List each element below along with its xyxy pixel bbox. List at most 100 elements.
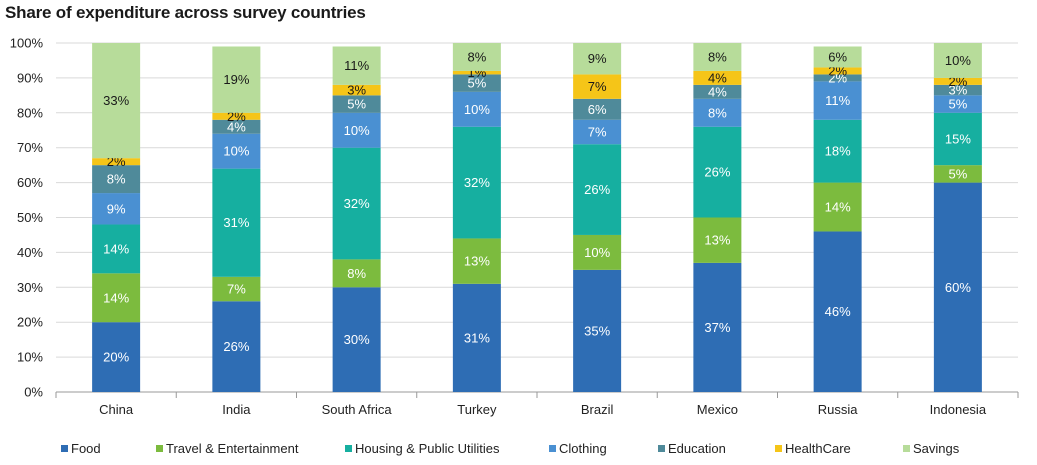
- bar-stack-india: 26%7%31%10%4%2%19%: [212, 46, 261, 392]
- legend-item: Education: [658, 441, 726, 456]
- bar-segment-education: [693, 84, 742, 99]
- bar-segment-education: [933, 84, 982, 96]
- bar-segment-food: [933, 182, 982, 392]
- bar-segment-travel-entertainment: [212, 276, 261, 302]
- gridlines: [56, 42, 1018, 358]
- data-label: 6%: [828, 49, 847, 64]
- bar-segment-education: [813, 74, 862, 82]
- bar-segment-healthcare: [92, 158, 141, 166]
- y-tick-label: 60%: [17, 175, 43, 190]
- bar-segment-clothing: [212, 133, 261, 169]
- data-label: 3%: [948, 83, 967, 98]
- data-label: 8%: [708, 105, 727, 120]
- x-tick-label: India: [222, 402, 251, 417]
- bar-segment-education: [332, 95, 381, 113]
- data-label: 31%: [464, 330, 490, 345]
- data-label: 33%: [103, 93, 129, 108]
- data-label: 26%: [584, 182, 610, 197]
- data-label: 10%: [344, 123, 370, 138]
- data-label: 5%: [347, 97, 366, 112]
- legend-item: Housing & Public Utilities: [345, 441, 500, 456]
- legend-item: Travel & Entertainment: [156, 441, 299, 456]
- bar-stack-mexico: 37% 13% 26% 8% 4%4% 8%: [693, 43, 742, 392]
- data-label: 35%: [584, 323, 610, 338]
- bar-segment-travel-entertainment: [92, 273, 141, 323]
- data-label: 10%: [223, 144, 249, 159]
- bar-segment-savings: [332, 46, 381, 85]
- bar-segment-education: [92, 165, 141, 194]
- bar-segment-healthcare: [933, 77, 982, 85]
- bar-segment-food: [813, 231, 862, 392]
- legend-label: Housing & Public Utilities: [355, 441, 500, 456]
- bar-segment-housing-public-utilities: [933, 112, 982, 166]
- data-label: 14%: [103, 241, 129, 256]
- x-tick-label: China: [99, 402, 134, 417]
- data-label: 15%: [945, 131, 971, 146]
- legend-swatch: [775, 445, 782, 452]
- data-label: 7%: [588, 124, 607, 139]
- bar-segment-education: [573, 98, 622, 120]
- bar-segment-housing-public-utilities: [452, 126, 501, 239]
- x-tick-label: Indonesia: [930, 402, 987, 417]
- data-label: 37%: [704, 320, 730, 335]
- bar-segment-savings: [933, 43, 982, 78]
- bar-segment-healthcare: [693, 70, 742, 85]
- data-label: 14%: [103, 290, 129, 305]
- bar-segment-housing-public-utilities: [813, 119, 862, 183]
- bar-segment-healthcare: [332, 84, 381, 96]
- data-label: 13%: [704, 233, 730, 248]
- data-label: 10%: [464, 102, 490, 117]
- bar-segment-travel-entertainment: [332, 259, 381, 288]
- bar-segment-education: [452, 74, 501, 92]
- bar-segment-housing-public-utilities: [212, 168, 261, 277]
- data-label: 31%: [223, 215, 249, 230]
- bar-segment-food: [92, 322, 141, 392]
- y-tick-label: 20%: [17, 315, 43, 330]
- legend-label: HealthCare: [785, 441, 851, 456]
- y-tick-label: 10%: [17, 350, 43, 365]
- bar-stack-china: 20%14%14%9%8%2%33%: [92, 43, 141, 392]
- data-label: 11%: [344, 58, 369, 73]
- legend-item: Clothing: [549, 441, 607, 456]
- legend-swatch: [658, 445, 665, 452]
- data-label: 19%: [223, 72, 249, 87]
- y-tick-label: 40%: [17, 245, 43, 260]
- data-label: 8%: [107, 172, 126, 187]
- bar-segment-clothing: [573, 119, 622, 145]
- y-tick-label: 70%: [17, 140, 43, 155]
- legend-item: Food: [61, 441, 101, 456]
- bar-segment-food: [332, 287, 381, 392]
- bar-segment-savings: [693, 43, 742, 71]
- data-label: 8%: [708, 49, 727, 64]
- legend: Food Travel & Entertainment Housing & Publ…: [61, 441, 960, 456]
- data-label: 8%: [347, 266, 366, 281]
- bar-segment-travel-entertainment: [693, 217, 742, 263]
- x-tick-label: Russia: [818, 402, 859, 417]
- data-label: 10%: [584, 245, 610, 260]
- y-tick-label: 80%: [17, 105, 43, 120]
- legend-swatch: [345, 445, 352, 452]
- data-label: 30%: [344, 332, 370, 347]
- bar-stack-south-africa: 30% 8% 32% 10% 5%3% 11%: [332, 46, 381, 392]
- bar-segment-food: [693, 262, 742, 392]
- bar-stack-russia: 46%14%18%11%2%2%6%: [813, 46, 862, 392]
- bar-segment-education: [212, 119, 261, 134]
- data-label: 32%: [344, 196, 370, 211]
- bar-segment-travel-entertainment: [573, 234, 622, 270]
- data-label: 26%: [223, 339, 249, 354]
- bar-segment-savings: [212, 46, 261, 113]
- y-tick-label: 50%: [17, 210, 43, 225]
- data-label: 20%: [103, 350, 129, 365]
- y-tick-label: 100%: [10, 36, 44, 51]
- data-label: 7%: [588, 79, 607, 94]
- data-label: 4%: [708, 70, 727, 85]
- data-label: 5%: [467, 76, 486, 91]
- bar-segment-clothing: [92, 193, 141, 225]
- y-tick-label: 90%: [17, 70, 43, 85]
- data-label: 3%: [347, 83, 366, 98]
- legend-label: Savings: [913, 441, 960, 456]
- bar-segment-savings: [573, 43, 622, 75]
- data-label: 4%: [708, 84, 727, 99]
- bar-segment-housing-public-utilities: [693, 126, 742, 218]
